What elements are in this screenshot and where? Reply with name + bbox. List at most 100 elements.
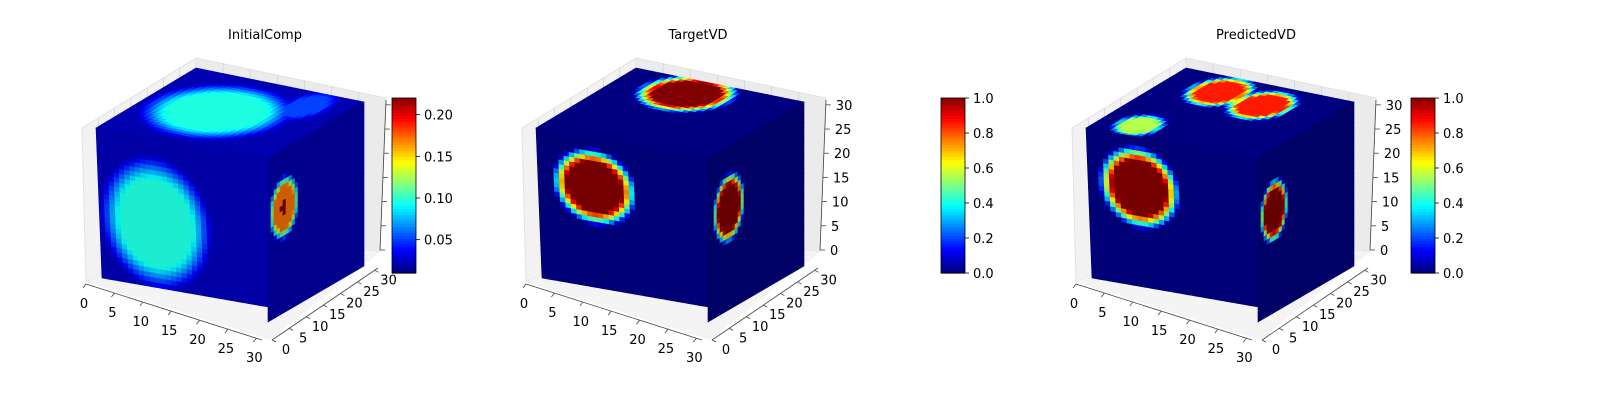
- colorbar-tick-label: 0.6: [973, 162, 994, 177]
- y-tick-label: 10: [312, 320, 329, 335]
- colorbar-tick-label: 0.2: [973, 232, 994, 247]
- colorbar-tick-label: 0.8: [1443, 127, 1464, 142]
- z-axis-line: [379, 99, 387, 251]
- front-face: [1085, 127, 1265, 309]
- y-tick: [763, 304, 768, 308]
- y-tick-label: 20: [786, 297, 803, 312]
- x-tick: [167, 310, 172, 316]
- x-tick-label: 0: [80, 297, 88, 312]
- x-tick: [664, 328, 669, 334]
- x-tick-label: 5: [108, 306, 116, 321]
- y-tick-label: 20: [346, 297, 363, 312]
- z-axis-line: [1369, 99, 1377, 251]
- x-axis-line: [525, 283, 703, 341]
- y-tick: [1364, 269, 1369, 273]
- y-tick: [746, 316, 751, 320]
- y-tick: [1313, 304, 1318, 308]
- colorbar-tick-label: 1.0: [1443, 92, 1464, 107]
- y-tick-label: 5: [739, 331, 747, 346]
- x-tick: [82, 283, 87, 289]
- subplot-2: PredictedVD05101520253005101520253005101…: [1070, 28, 1464, 366]
- z-tick-label: 25: [1385, 123, 1402, 138]
- y-tick-label: 15: [329, 308, 346, 323]
- side-face: [707, 101, 805, 323]
- y-tick: [1278, 328, 1284, 331]
- x-tick-label: 0: [520, 297, 528, 312]
- x-tick-label: 5: [1098, 306, 1106, 321]
- y-tick: [780, 293, 785, 296]
- x-tick: [1243, 337, 1247, 343]
- y-tick: [728, 328, 734, 331]
- colorbar-tick-label: 1.0: [973, 92, 994, 107]
- z-tick-label: 25: [835, 123, 852, 138]
- x-tick: [1214, 328, 1219, 334]
- y-tick: [711, 339, 717, 343]
- y-tick-label: 25: [363, 285, 380, 300]
- front-face: [535, 127, 715, 309]
- subplot-title: PredictedVD: [1216, 28, 1296, 43]
- side-face: [1257, 101, 1355, 323]
- y-tick-label: 25: [803, 285, 820, 300]
- x-tick: [1157, 310, 1162, 316]
- z-tick-label: 15: [1383, 171, 1400, 186]
- colorbar-frame: [391, 97, 417, 274]
- z-tick-label: 15: [833, 171, 850, 186]
- colorbar-tick-label: 0.2: [1443, 232, 1464, 247]
- x-tick-label: 25: [218, 342, 235, 357]
- x-tick: [636, 319, 640, 325]
- x-tick-label: 0: [1070, 297, 1078, 312]
- x-tick: [111, 292, 115, 298]
- x-tick-label: 20: [1179, 333, 1196, 348]
- y-tick: [1261, 339, 1267, 343]
- colorbar-tick-label: 0.15: [424, 150, 453, 165]
- x-tick-label: 20: [189, 333, 206, 348]
- x-tick: [1129, 301, 1134, 307]
- x-tick-label: 10: [133, 315, 150, 330]
- colorbar: 0.0 0.2 0.4 0.6 0.8 1.0: [940, 92, 994, 282]
- y-tick: [357, 281, 362, 285]
- colorbar: 0.0 0.2 0.4 0.6 0.8 1.0: [1410, 92, 1464, 282]
- x-axis-line: [1075, 283, 1253, 341]
- z-tick-label: 5: [831, 220, 839, 235]
- y-tick: [374, 269, 379, 273]
- colorbar: 0.05 0.10 0.15 0.20: [391, 97, 453, 274]
- colorbar-tick-label: 0.4: [973, 197, 994, 212]
- x-tick: [579, 301, 584, 307]
- z-tick-label: 10: [832, 196, 849, 211]
- y-tick-label: 20: [1336, 297, 1353, 312]
- x-tick-label: 15: [601, 324, 618, 339]
- x-tick: [1186, 319, 1190, 325]
- x-tick-label: 30: [246, 351, 263, 366]
- colorbar-tick-label: 0.05: [424, 234, 453, 249]
- x-tick-label: 25: [1208, 342, 1225, 357]
- colorbar-frame: [1410, 97, 1436, 274]
- y-tick: [1347, 281, 1352, 285]
- front-face: [95, 127, 275, 309]
- z-tick-label: 20: [834, 147, 851, 162]
- colorbar-tick-label: 0.20: [424, 109, 453, 124]
- y-tick: [814, 269, 819, 273]
- y-tick-label: 0: [282, 343, 290, 358]
- x-tick: [693, 337, 697, 343]
- colorbar-frame: [940, 97, 966, 274]
- y-tick: [1330, 293, 1335, 296]
- y-tick: [306, 316, 311, 320]
- x-tick-label: 15: [161, 324, 178, 339]
- x-tick: [607, 310, 612, 316]
- colorbar-tick-label: 0.6: [1443, 162, 1464, 177]
- subplot-1: TargetVD05101520253005101520253005101520…: [520, 28, 994, 366]
- z-tick-label: 10: [1382, 196, 1399, 211]
- colorbar-tick-label: 0.8: [973, 127, 994, 142]
- y-tick-label: 5: [299, 331, 307, 346]
- top-face: [1085, 67, 1355, 163]
- z-tick-label: 30: [836, 99, 853, 114]
- y-tick-label: 5: [1289, 331, 1297, 346]
- y-tick-label: 0: [1272, 343, 1280, 358]
- x-tick: [139, 301, 144, 307]
- z-tick-label: 0: [830, 244, 838, 259]
- x-tick-label: 30: [1236, 351, 1253, 366]
- y-tick-label: 0: [722, 343, 730, 358]
- colorbar-tick-label: 0.0: [1443, 267, 1464, 282]
- y-tick: [271, 339, 277, 343]
- y-tick-label: 10: [752, 320, 769, 335]
